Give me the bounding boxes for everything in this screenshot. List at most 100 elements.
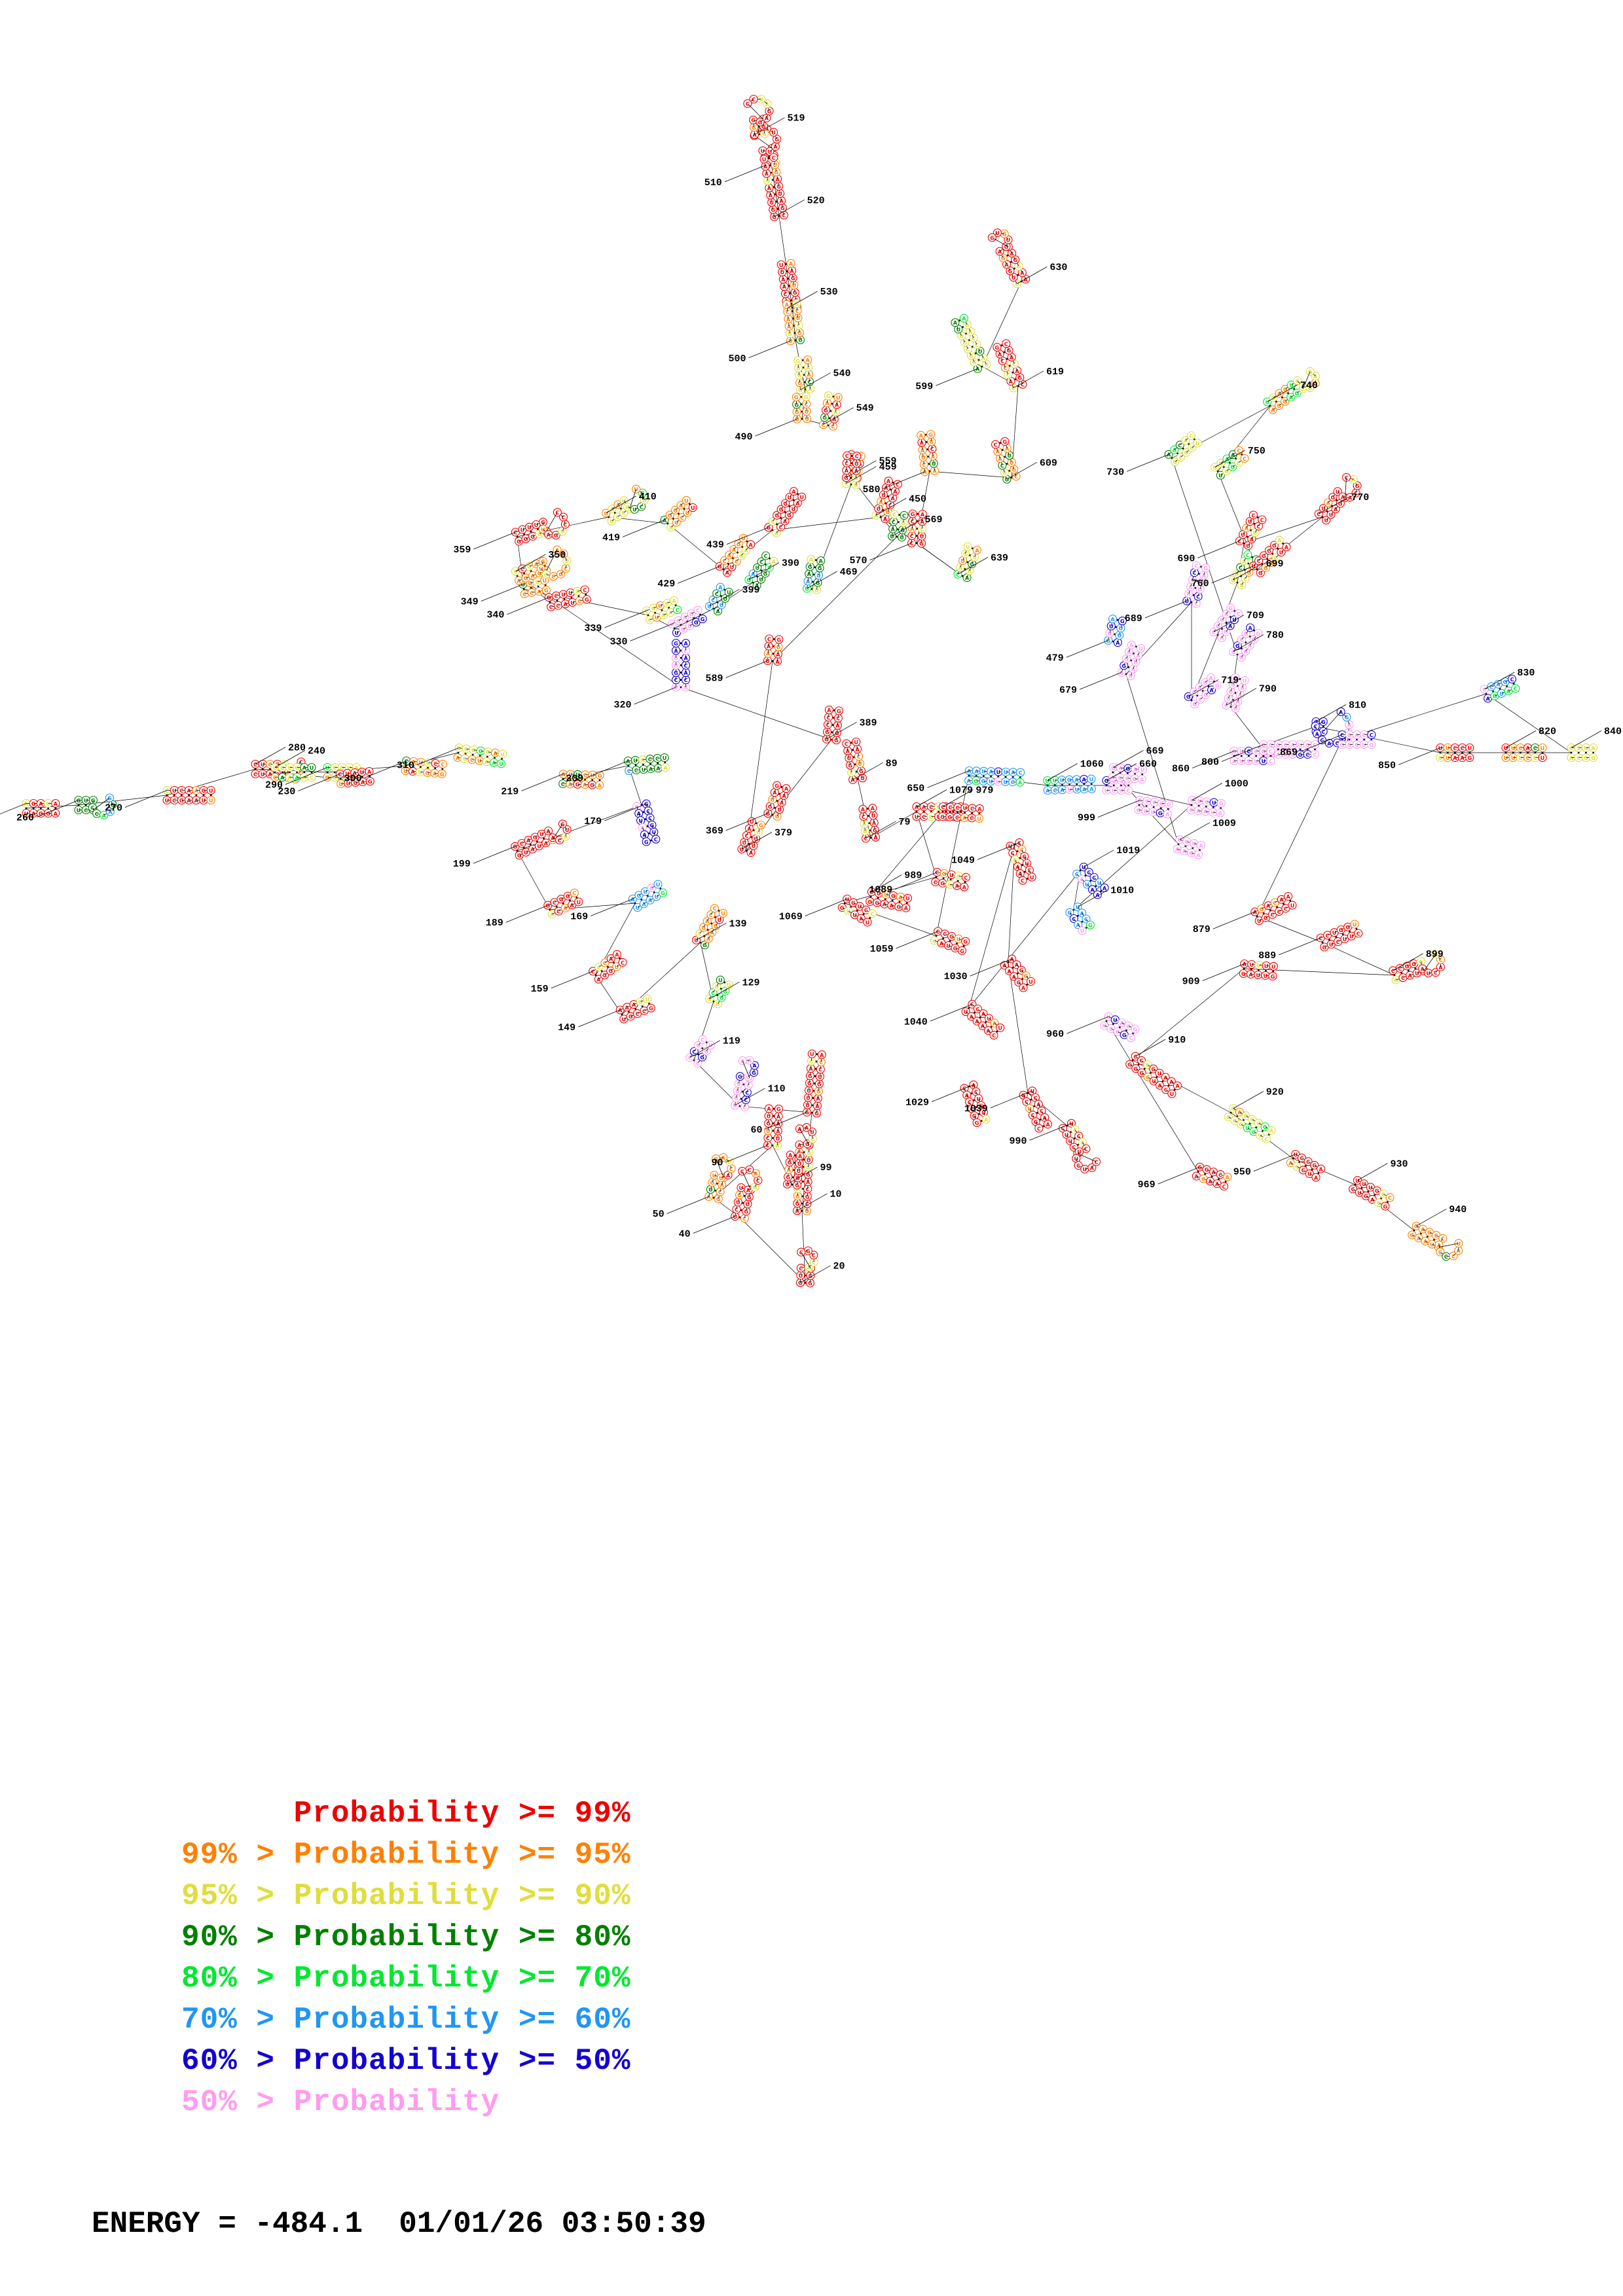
nucleotide: C — [1219, 1181, 1229, 1191]
position-label-300: 300 — [344, 774, 362, 785]
nucleotide: A — [595, 780, 604, 789]
position-label-60: 60 — [750, 1124, 762, 1136]
legend-row-lead-2: 95% > — [181, 1879, 275, 1913]
nucleotide: C — [1018, 876, 1027, 885]
h-cen-1009: GACAUGAA — [1173, 835, 1205, 859]
svg-text:G: G — [1012, 466, 1016, 473]
h-stem-549: C CG AG AA AG U — [819, 391, 843, 431]
svg-text:G: G — [608, 968, 613, 975]
svg-text:A: A — [749, 541, 754, 548]
svg-text:A: A — [367, 768, 372, 775]
svg-text:G: G — [545, 903, 550, 909]
nucleotide: G — [1381, 1202, 1390, 1211]
position-label-639: 639 — [991, 552, 1008, 564]
svg-text:A: A — [786, 316, 791, 323]
nucleotide: A — [803, 355, 812, 365]
position-label-369: 369 — [706, 826, 723, 837]
nucleotide: G — [774, 1104, 783, 1113]
nucleotide: U — [807, 1049, 816, 1058]
label-leader — [1135, 1039, 1166, 1057]
position-label-280: 280 — [288, 743, 306, 754]
h-stem-490: UUGUGCGG — [792, 392, 812, 423]
svg-text:A: A — [962, 315, 966, 322]
svg-text:A: A — [886, 478, 891, 484]
svg-text:A: A — [570, 902, 574, 908]
position-label-930: 930 — [1391, 1158, 1408, 1170]
position-label-469: 469 — [840, 567, 858, 578]
svg-text:G: G — [1002, 231, 1007, 238]
label-leader — [1398, 747, 1441, 765]
nucleotide: A — [951, 318, 960, 327]
legend-row-3: 90% > Probability >= 80% — [0, 1917, 1623, 1958]
position-label-530: 530 — [820, 287, 838, 298]
junction-connector — [1256, 739, 1343, 917]
legend-row-text-7: Probability — [275, 2085, 500, 2119]
label-leader — [630, 624, 672, 641]
nucleotide: G — [437, 769, 447, 778]
junction-connector — [870, 811, 943, 897]
label-leader — [1179, 822, 1211, 840]
nucleotide: U — [974, 814, 984, 823]
svg-text:U: U — [1015, 281, 1019, 287]
position-label-1079: 1079 — [949, 785, 973, 797]
h-cen-679: GUGAGUAAAU — [1117, 640, 1145, 681]
svg-text:A: A — [632, 1001, 636, 1008]
svg-text:G: G — [535, 579, 539, 585]
svg-text:A: A — [965, 575, 970, 581]
svg-text:U: U — [635, 905, 640, 911]
svg-text:G: G — [661, 890, 665, 897]
svg-text:U: U — [645, 996, 649, 1003]
h-branch-609: U CG GC UA UA AC G — [991, 437, 1021, 484]
h-right-730: AUACCGAUCU — [1164, 431, 1202, 467]
svg-text:U: U — [718, 977, 723, 984]
position-label-439: 439 — [706, 540, 724, 551]
svg-text:G: G — [681, 626, 685, 633]
svg-text:A: A — [763, 164, 768, 170]
position-label-760: 760 — [1192, 579, 1209, 590]
position-label-10: 10 — [830, 1189, 842, 1200]
svg-text:C: C — [972, 335, 976, 342]
h-hairpin-410: UUACACUGGUCUGU — [602, 484, 649, 526]
svg-text:G: G — [774, 169, 778, 175]
nucleotide: A — [1173, 1081, 1182, 1090]
svg-text:G: G — [972, 359, 977, 366]
nucleotide: C — [570, 888, 579, 897]
nucleotide: A — [959, 314, 968, 323]
nucleotide: U — [996, 1023, 1005, 1032]
svg-text:A: A — [668, 609, 673, 616]
nucleotide: U — [1538, 753, 1547, 762]
position-label-690: 690 — [1177, 554, 1195, 565]
svg-text:A: A — [679, 502, 684, 509]
svg-text:U: U — [1012, 274, 1016, 281]
junction-connector — [667, 523, 724, 570]
nucleotide: U — [759, 154, 769, 164]
nucleotide: U — [1027, 872, 1036, 882]
position-label-800: 800 — [1201, 757, 1219, 768]
h-bottom-stem-99: UGGUAUGUAA — [782, 1151, 805, 1190]
junction-connector — [1008, 961, 1029, 1094]
legend-row-2: 95% > Probability >= 90% — [0, 1876, 1623, 1917]
position-label-879: 879 — [1193, 924, 1211, 935]
svg-text:A: A — [783, 518, 788, 524]
position-label-750: 750 — [1248, 446, 1266, 457]
nucleotide: U — [682, 495, 691, 505]
svg-text:C: C — [655, 755, 659, 762]
position-label-490: 490 — [735, 431, 752, 442]
junction-connector — [844, 876, 937, 904]
svg-text:A: A — [752, 1062, 757, 1069]
svg-text:C: C — [772, 154, 776, 161]
nucleotide: A — [960, 882, 969, 891]
footer-panel: ENERGY = -484.1 01/01/26 03:50:39 — [0, 2207, 1623, 2241]
junction-connector — [870, 811, 917, 838]
nucleotide: C — [1249, 511, 1258, 520]
rna-structure-svg: UACAUAUAGUAGGGCGGUAAUAGGAAGAUUCGAACCGAUA… — [0, 94, 1622, 1287]
h-bottom-40: UCCGUUGGUUAUCACC — [731, 1165, 763, 1223]
svg-text:U: U — [876, 505, 881, 512]
position-label-1040: 1040 — [904, 1016, 928, 1028]
nucleotide: A — [917, 431, 926, 440]
legend-row-text-5: Probability >= 60% — [275, 2003, 631, 2037]
nucleotide: U — [739, 533, 748, 543]
nucleotide: A — [902, 903, 911, 912]
